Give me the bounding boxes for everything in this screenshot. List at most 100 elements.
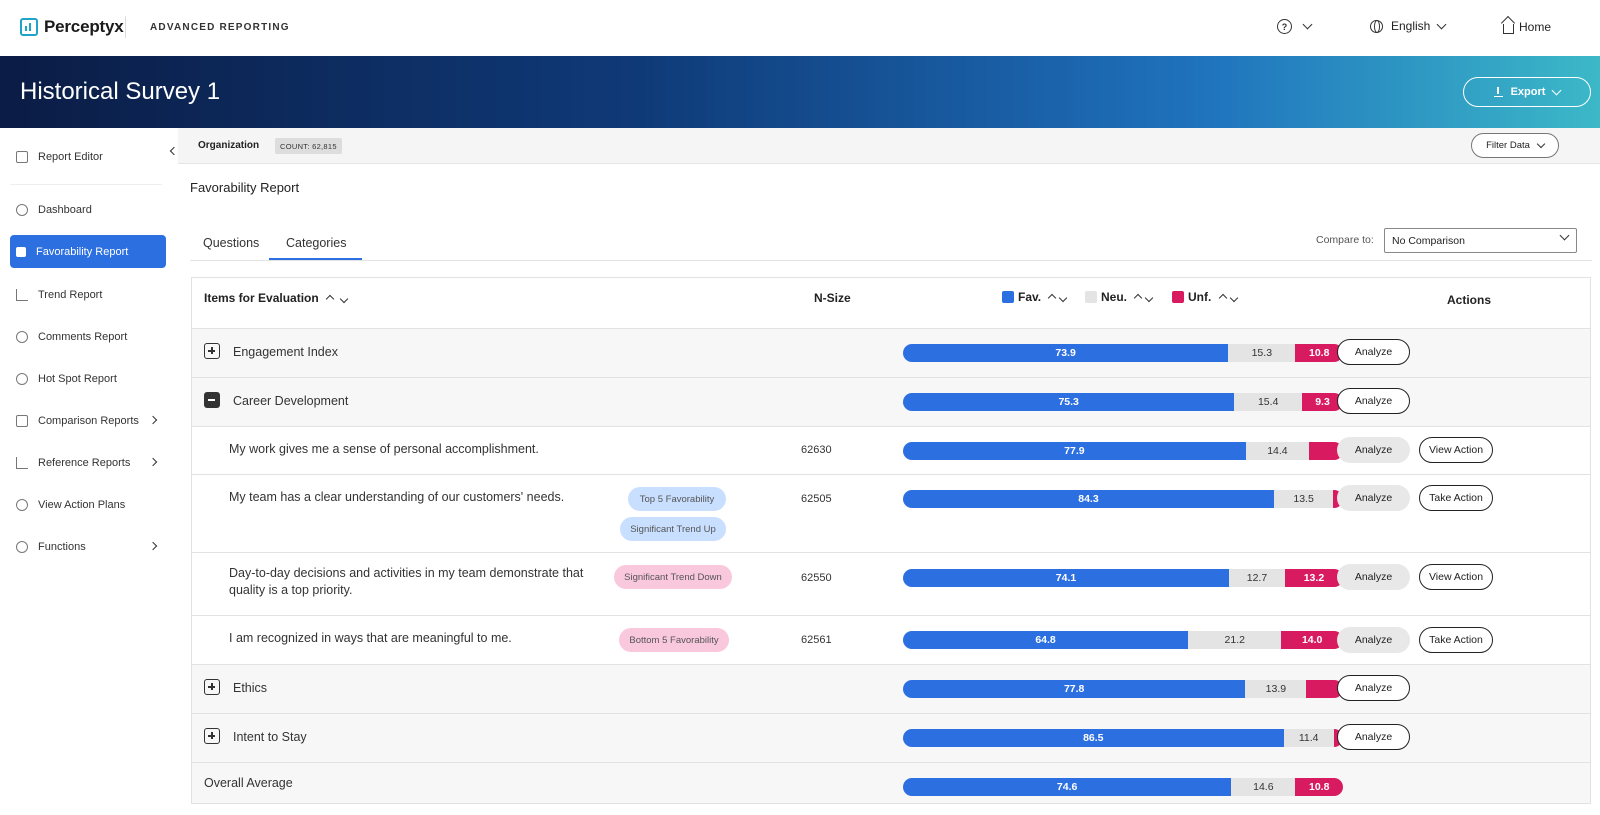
- sidebar: Report Editor Dashboard Favorability Rep…: [0, 128, 175, 815]
- sidebar-item-label: Dashboard: [38, 203, 92, 216]
- sort-up-icon[interactable]: [1048, 293, 1057, 303]
- download-icon: [1493, 87, 1503, 97]
- compare-select[interactable]: No Comparison: [1384, 228, 1577, 253]
- table-row: My team has a clear understanding of our…: [192, 475, 1590, 553]
- analyze-button[interactable]: Analyze: [1337, 675, 1410, 701]
- gear-icon: [16, 540, 28, 553]
- table-row: Engagement Index 73.9 15.3 10.8 Analyze: [192, 329, 1590, 378]
- chevron-down-icon: [1551, 85, 1562, 95]
- sort-down-icon[interactable]: [1229, 293, 1238, 303]
- sidebar-item-report-editor[interactable]: Report Editor: [10, 140, 166, 173]
- perceptyx-logo[interactable]: Perceptyx: [20, 17, 124, 37]
- neu-segment: 11.4: [1283, 729, 1334, 747]
- chevron-right-icon: [148, 457, 158, 467]
- sort-up-icon[interactable]: [1134, 293, 1143, 303]
- neu-label: Neu.: [1101, 290, 1128, 304]
- neu-segment: 15.4: [1234, 393, 1303, 411]
- sidebar-item-functions[interactable]: Functions: [10, 530, 166, 563]
- neu-segment: 12.7: [1229, 569, 1285, 587]
- header-neu[interactable]: Neu.: [1085, 290, 1154, 304]
- take-action-button[interactable]: Take Action: [1419, 485, 1493, 511]
- analyze-button[interactable]: Analyze: [1337, 627, 1410, 653]
- fav-segment: 77.9: [903, 442, 1246, 460]
- app-name: ADVANCED REPORTING: [150, 22, 290, 33]
- chevron-left-icon: [169, 146, 179, 156]
- tab-categories[interactable]: Categories: [286, 236, 347, 250]
- sort-up-icon[interactable]: [325, 294, 335, 304]
- sidebar-item-comparison-reports[interactable]: Comparison Reports: [10, 404, 166, 437]
- sidebar-item-label: Trend Report: [38, 288, 103, 301]
- question-label: My work gives me a sense of personal acc…: [229, 442, 539, 456]
- sidebar-item-favorability-report[interactable]: Favorability Report: [10, 235, 166, 268]
- collapse-sidebar-button[interactable]: [169, 142, 179, 157]
- trend-icon: [16, 288, 28, 301]
- fav-segment: 74.6: [903, 778, 1232, 796]
- sort-down-icon[interactable]: [1145, 293, 1154, 303]
- sidebar-item-hot-spot-report[interactable]: Hot Spot Report: [10, 362, 166, 395]
- sort-down-icon[interactable]: [340, 294, 349, 304]
- table-row: Career Development 75.3 15.4 9.3 Analyze: [192, 378, 1590, 427]
- survey-banner: Historical Survey 1 Export: [0, 56, 1600, 128]
- fav-segment: 74.1: [903, 569, 1230, 587]
- language-label: English: [1391, 19, 1431, 33]
- tab-questions[interactable]: Questions: [203, 236, 260, 250]
- sidebar-item-view-action-plans[interactable]: View Action Plans: [10, 488, 166, 521]
- favorability-bar: 86.5 11.4: [903, 729, 1343, 747]
- chevron-right-icon: [148, 541, 158, 551]
- expand-icon[interactable]: [204, 679, 220, 695]
- sidebar-item-label: View Action Plans: [38, 498, 126, 511]
- home-label: Home: [1519, 20, 1552, 34]
- home-link[interactable]: Home: [1503, 20, 1551, 34]
- unf-segment: [1309, 442, 1343, 460]
- globe-icon: [1370, 19, 1383, 33]
- neu-segment: 14.6: [1231, 778, 1296, 796]
- page-title: Historical Survey 1: [20, 78, 221, 105]
- analyze-button[interactable]: Analyze: [1337, 485, 1410, 511]
- n-size-value: 62630: [801, 444, 832, 456]
- expand-icon[interactable]: [204, 728, 220, 744]
- collapse-icon[interactable]: [204, 392, 220, 408]
- unf-segment: 9.3: [1302, 393, 1343, 411]
- analyze-button[interactable]: Analyze: [1337, 437, 1410, 463]
- fav-segment: 77.8: [903, 680, 1246, 698]
- overall-average-row: Overall Average 74.6 14.6 10.8: [192, 763, 1590, 803]
- top-nav: Perceptyx ADVANCED REPORTING ? English H…: [0, 0, 1600, 56]
- sidebar-item-comments-report[interactable]: Comments Report: [10, 320, 166, 353]
- favorability-bar: 64.8 21.2 14.0: [903, 631, 1343, 649]
- view-action-button[interactable]: View Action: [1419, 564, 1493, 590]
- export-button[interactable]: Export: [1463, 77, 1591, 107]
- analyze-button[interactable]: Analyze: [1337, 339, 1410, 365]
- filter-data-button[interactable]: Filter Data: [1471, 133, 1559, 158]
- compare-label: Compare to:: [1316, 234, 1374, 246]
- sort-down-icon[interactable]: [1059, 293, 1068, 303]
- sidebar-item-reference-reports[interactable]: Reference Reports: [10, 446, 166, 479]
- analyze-button[interactable]: Analyze: [1337, 724, 1410, 750]
- favorability-bar: 74.6 14.6 10.8: [903, 778, 1343, 796]
- header-unf[interactable]: Unf.: [1172, 290, 1238, 304]
- table-row: Ethics 77.8 13.9 Analyze: [192, 665, 1590, 714]
- sidebar-item-dashboard[interactable]: Dashboard: [10, 193, 166, 226]
- take-action-button[interactable]: Take Action: [1419, 627, 1493, 653]
- view-action-button[interactable]: View Action: [1419, 437, 1493, 463]
- language-selector[interactable]: English: [1370, 19, 1447, 33]
- analyze-button[interactable]: Analyze: [1337, 564, 1410, 590]
- sort-up-icon[interactable]: [1218, 293, 1227, 303]
- comments-icon: [16, 330, 28, 343]
- header-actions: Actions: [1447, 293, 1492, 307]
- analyze-button[interactable]: Analyze: [1337, 388, 1410, 414]
- sidebar-item-trend-report[interactable]: Trend Report: [10, 278, 166, 311]
- bottom-5-favorability-badge: Bottom 5 Favorability: [619, 628, 729, 652]
- expand-icon[interactable]: [204, 343, 220, 359]
- filter-data-label: Filter Data: [1486, 140, 1530, 151]
- count-badge: COUNT: 62,815: [275, 138, 342, 154]
- neu-legend-swatch: [1085, 291, 1097, 303]
- favorability-bar: 74.1 12.7 13.2: [903, 569, 1343, 587]
- help-menu[interactable]: ?: [1277, 19, 1313, 34]
- favorability-bar: 77.9 14.4: [903, 442, 1343, 460]
- unf-legend-swatch: [1172, 291, 1184, 303]
- header-fav[interactable]: Fav.: [1002, 290, 1068, 304]
- header-items[interactable]: Items for Evaluation: [204, 291, 349, 305]
- chevron-down-icon: [1302, 19, 1313, 30]
- favorability-bar: 77.8 13.9: [903, 680, 1343, 698]
- unf-segment: 14.0: [1281, 631, 1343, 649]
